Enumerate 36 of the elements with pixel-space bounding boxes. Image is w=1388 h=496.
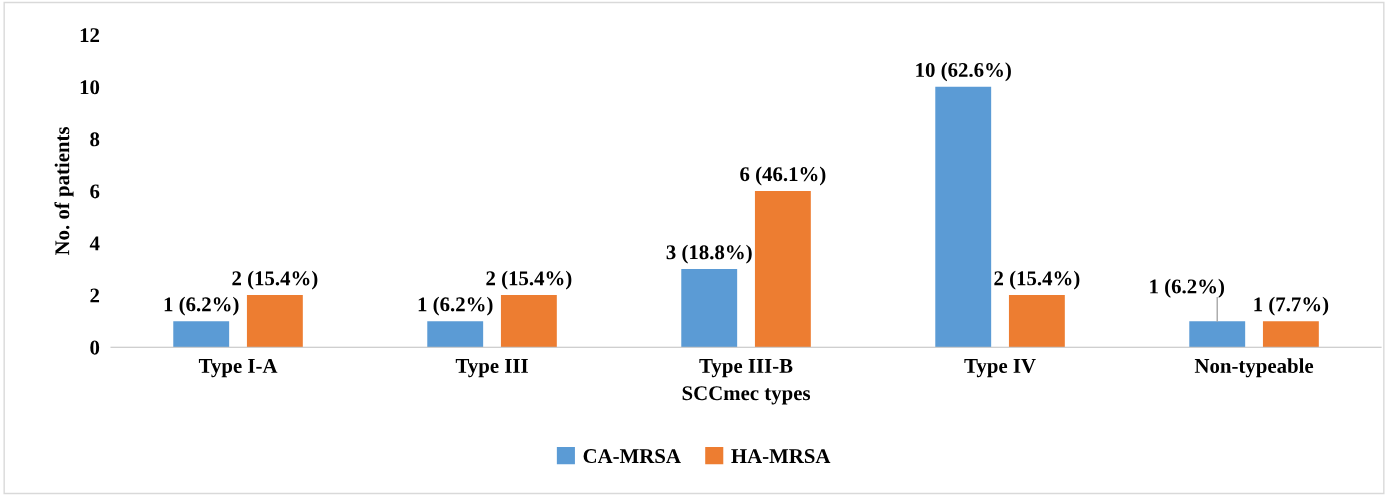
y-tick-label: 4 (89, 236, 100, 251)
bar (173, 321, 230, 348)
bar (1008, 295, 1065, 348)
data-label: 1 (7.7%) (1254, 296, 1329, 316)
y-tick-label: 2 (90, 288, 100, 303)
bar (427, 321, 484, 348)
y-tick-label: 8 (90, 132, 100, 147)
bar (681, 269, 738, 348)
x-tick-label: Type III (455, 359, 528, 378)
y-axis-title: No. of patients (54, 126, 74, 256)
x-tick-label: Non-typeable (1194, 358, 1314, 378)
y-tick-label: 12 (80, 28, 100, 42)
bar (1262, 321, 1319, 348)
data-label: 1 (6.2%) (1150, 278, 1225, 298)
data-label: 2 (15.4%) (486, 270, 572, 290)
y-tick-label: 10 (80, 80, 100, 95)
bar (935, 86, 992, 348)
x-tick-label: Type III-B (699, 359, 793, 378)
data-label: 2 (15.4%) (994, 270, 1080, 290)
data-label: 10 (62.6%) (916, 62, 1011, 82)
x-axis-title: SCCmec types (682, 386, 811, 405)
data-label: 1 (6.2%) (164, 296, 239, 316)
data-label: 2 (15.4%) (232, 270, 318, 290)
data-label: 6 (46.1%) (740, 166, 826, 186)
data-label: 1 (6.2%) (418, 296, 493, 316)
bar (754, 190, 811, 348)
legend-label: HA-MRSA (731, 449, 831, 464)
data-label: 3 (18.8%) (666, 244, 752, 264)
legend-label: CA-MRSA (583, 449, 681, 464)
bar (1189, 321, 1246, 348)
bar (246, 295, 303, 348)
bar (500, 295, 557, 348)
x-tick-label: Type I-A (198, 358, 278, 378)
y-tick-label: 0 (90, 340, 100, 355)
y-tick-label: 6 (90, 184, 100, 199)
x-tick-label: Type IV (964, 359, 1036, 378)
